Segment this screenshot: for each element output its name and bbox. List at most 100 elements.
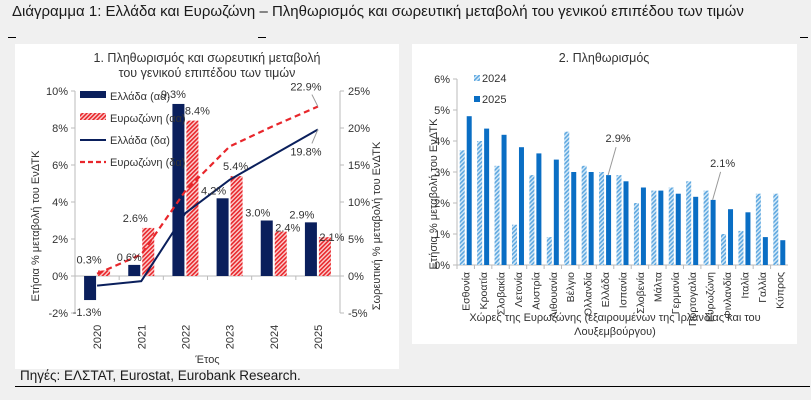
chart2-xtick-label: Φινλανδία [722, 272, 734, 319]
bar-2024-Σλοβενία [633, 203, 639, 265]
data-label-greece: -1.3% [73, 307, 102, 319]
chart1-ylabel-right: Σωρευτική % μεταβολή του ΕνΔΤΚ [371, 141, 383, 310]
chart2-xtick-label: Σλοβενία [635, 272, 647, 314]
chart1-ytick-label: 8% [52, 123, 68, 135]
bar-2024-Λιθουανία [546, 237, 552, 265]
bar-greece-2022 [172, 103, 185, 276]
legend-label: Ελλάδα (δα) [110, 135, 170, 147]
source-note: Πηγές: ΕΛΣΤΑΤ, Eurostat, Eurobank Resear… [20, 368, 301, 383]
chart2-xtick-label: Γαλλία [757, 272, 769, 303]
bar-2024-Κύπρος [773, 193, 779, 265]
chart1-ytick-right-label: 5% [348, 234, 364, 246]
bar-2024-Ελλάδα [599, 172, 605, 265]
title-rule-mark [258, 37, 266, 38]
chart-eurozone-inflation: 2. Πληθωρισμός 0% 1% 2% 3% 4% 5% 6% Εσθονία Κροα… [428, 51, 788, 338]
bar-2025-Σλοβακία [501, 134, 507, 265]
bar-2025-Λετονία [518, 147, 524, 265]
legend-swatch-greece-bar [80, 91, 106, 98]
chart2-xtick-label: Ιταλία [739, 272, 751, 299]
bar-greece-2023 [216, 198, 229, 276]
bar-2024-Ευρωζώνη [703, 190, 709, 265]
chart1-ytick-right-label: 10% [348, 197, 370, 209]
chart1-ytick-right-label: 20% [348, 123, 370, 135]
bar-greece-2021 [128, 264, 141, 276]
chart1-ytick-right-label: 0% [348, 271, 364, 283]
bar-2025-Λιθουανία [553, 159, 559, 265]
legend-swatch-2025 [474, 96, 480, 102]
legend-label: 2025 [482, 94, 506, 106]
chart1-xlabel: Έτος [194, 354, 219, 366]
bar-2025-Πορτογαλία [693, 196, 699, 265]
annotation-label: 2.9% [606, 133, 631, 145]
chart1-ytick-label: 10% [46, 86, 68, 98]
bar-2024-Βέλγιο [564, 131, 570, 265]
line-greece-cumulative [96, 128, 319, 287]
chart-inflation-cumulative: 1. Πληθωρισμός και σωρευτική μεταβολή το… [30, 51, 383, 366]
line-eurozone-cumulative [96, 105, 319, 275]
chart2-ytick-label: 5% [434, 105, 450, 117]
chart1-ytick-right-label: 25% [348, 86, 370, 98]
bar-2024-Πορτογαλία [686, 181, 692, 265]
chart1-ytick-label: 4% [52, 197, 68, 209]
chart2-xtick-label: Πορτογαλία [687, 272, 699, 326]
data-label-eurozone: 5.4% [223, 161, 248, 173]
chart1-ytick-label: -2% [48, 308, 68, 320]
bar-2025-Φινλανδία [728, 209, 734, 265]
leader-line [311, 94, 319, 107]
bar-2025-Εσθονία [466, 116, 472, 265]
bar-2025-Ολλανδία [588, 172, 594, 265]
data-label-greece: 4.2% [201, 185, 226, 197]
bar-2025-Αυστρία [536, 153, 542, 265]
chart2-ytick-label: 2% [434, 198, 450, 210]
chart2-xtick-label: Βέλγιο [565, 272, 577, 303]
bar-2025-Βέλγιο [571, 172, 577, 265]
bar-2025-Ιταλία [745, 212, 751, 265]
chart2-xtick-label: Εσθονία [461, 272, 473, 311]
chart1-xtick-label: 2022 [180, 325, 192, 349]
divider [15, 386, 810, 387]
legend-label: Ευρωζώνη (δα) [110, 157, 185, 169]
data-label-eurozone: 8.4% [185, 106, 210, 118]
chart2-xtick-label: Κύπρος [774, 272, 786, 309]
bar-2024-Φινλανδία [721, 234, 727, 265]
bar-2025-Ελλάδα [606, 175, 612, 265]
bar-2025-Κύπρος [780, 240, 786, 265]
leader-line [712, 171, 722, 201]
bar-2024-Ιταλία [738, 230, 744, 265]
legend-label: Ελλάδα (αα) [110, 91, 170, 103]
chart2-title: 2. Πληθωρισμός [559, 51, 650, 65]
legend-label: 2024 [482, 73, 506, 85]
data-label-greece: 2.9% [289, 209, 314, 221]
chart2-ytick-label: 4% [434, 136, 450, 148]
bar-eurozone-2025 [318, 237, 331, 276]
chart1-ylabel-left: Ετήσια % μεταβολή του ΕνΔΤΚ [30, 150, 42, 302]
bar-2024-Λετονία [511, 224, 517, 265]
bar-2025-Ευρωζώνη [710, 199, 716, 265]
chart1-xtick-label: 2024 [269, 325, 281, 349]
chart1-xtick-label: 2021 [136, 325, 148, 349]
data-label-eurozone: 2.1% [319, 232, 344, 244]
bar-2025-Σλοβενία [640, 187, 646, 265]
chart1-xtick-label: 2020 [92, 325, 104, 349]
chart-panel-eurozone-inflation: 2. Πληθωρισμός 0% 1% 2% 3% 4% 5% 6% Εσθονία Κροα… [412, 44, 797, 344]
legend-swatch-eurozone-bar [80, 113, 106, 120]
chart2-xtick-label: Ολλανδία [583, 272, 595, 316]
bar-2025-Ισπανία [623, 181, 629, 265]
chart2-ytick-label: 3% [434, 167, 450, 179]
chart2-xtick-label: Αυστρία [530, 272, 542, 310]
chart1-ytick-right-label: -5% [348, 308, 368, 320]
bar-2025-Μάλτα [658, 190, 664, 265]
annotation-label: 2.1% [710, 158, 735, 170]
bar-greece-2020 [84, 276, 97, 301]
bar-2024-Ολλανδία [581, 165, 587, 265]
chart2-xtick-label: Ελλάδα [600, 272, 612, 307]
chart2-xtick-label: Λιθουανία [548, 272, 560, 319]
leader-line [311, 129, 319, 144]
data-label-greece: 9.3% [161, 89, 186, 101]
end-label-eurozone: 22.9% [290, 82, 321, 94]
bar-eurozone-2022 [186, 120, 199, 276]
chart1-xtick-label: 2025 [313, 325, 325, 349]
page-title: Διάγραμμα 1: Ελλάδα και Ευρωζώνη – Πληθω… [12, 3, 744, 20]
bar-2024-Ισπανία [616, 175, 622, 265]
chart2-xtick-label: Λετονία [513, 272, 525, 307]
